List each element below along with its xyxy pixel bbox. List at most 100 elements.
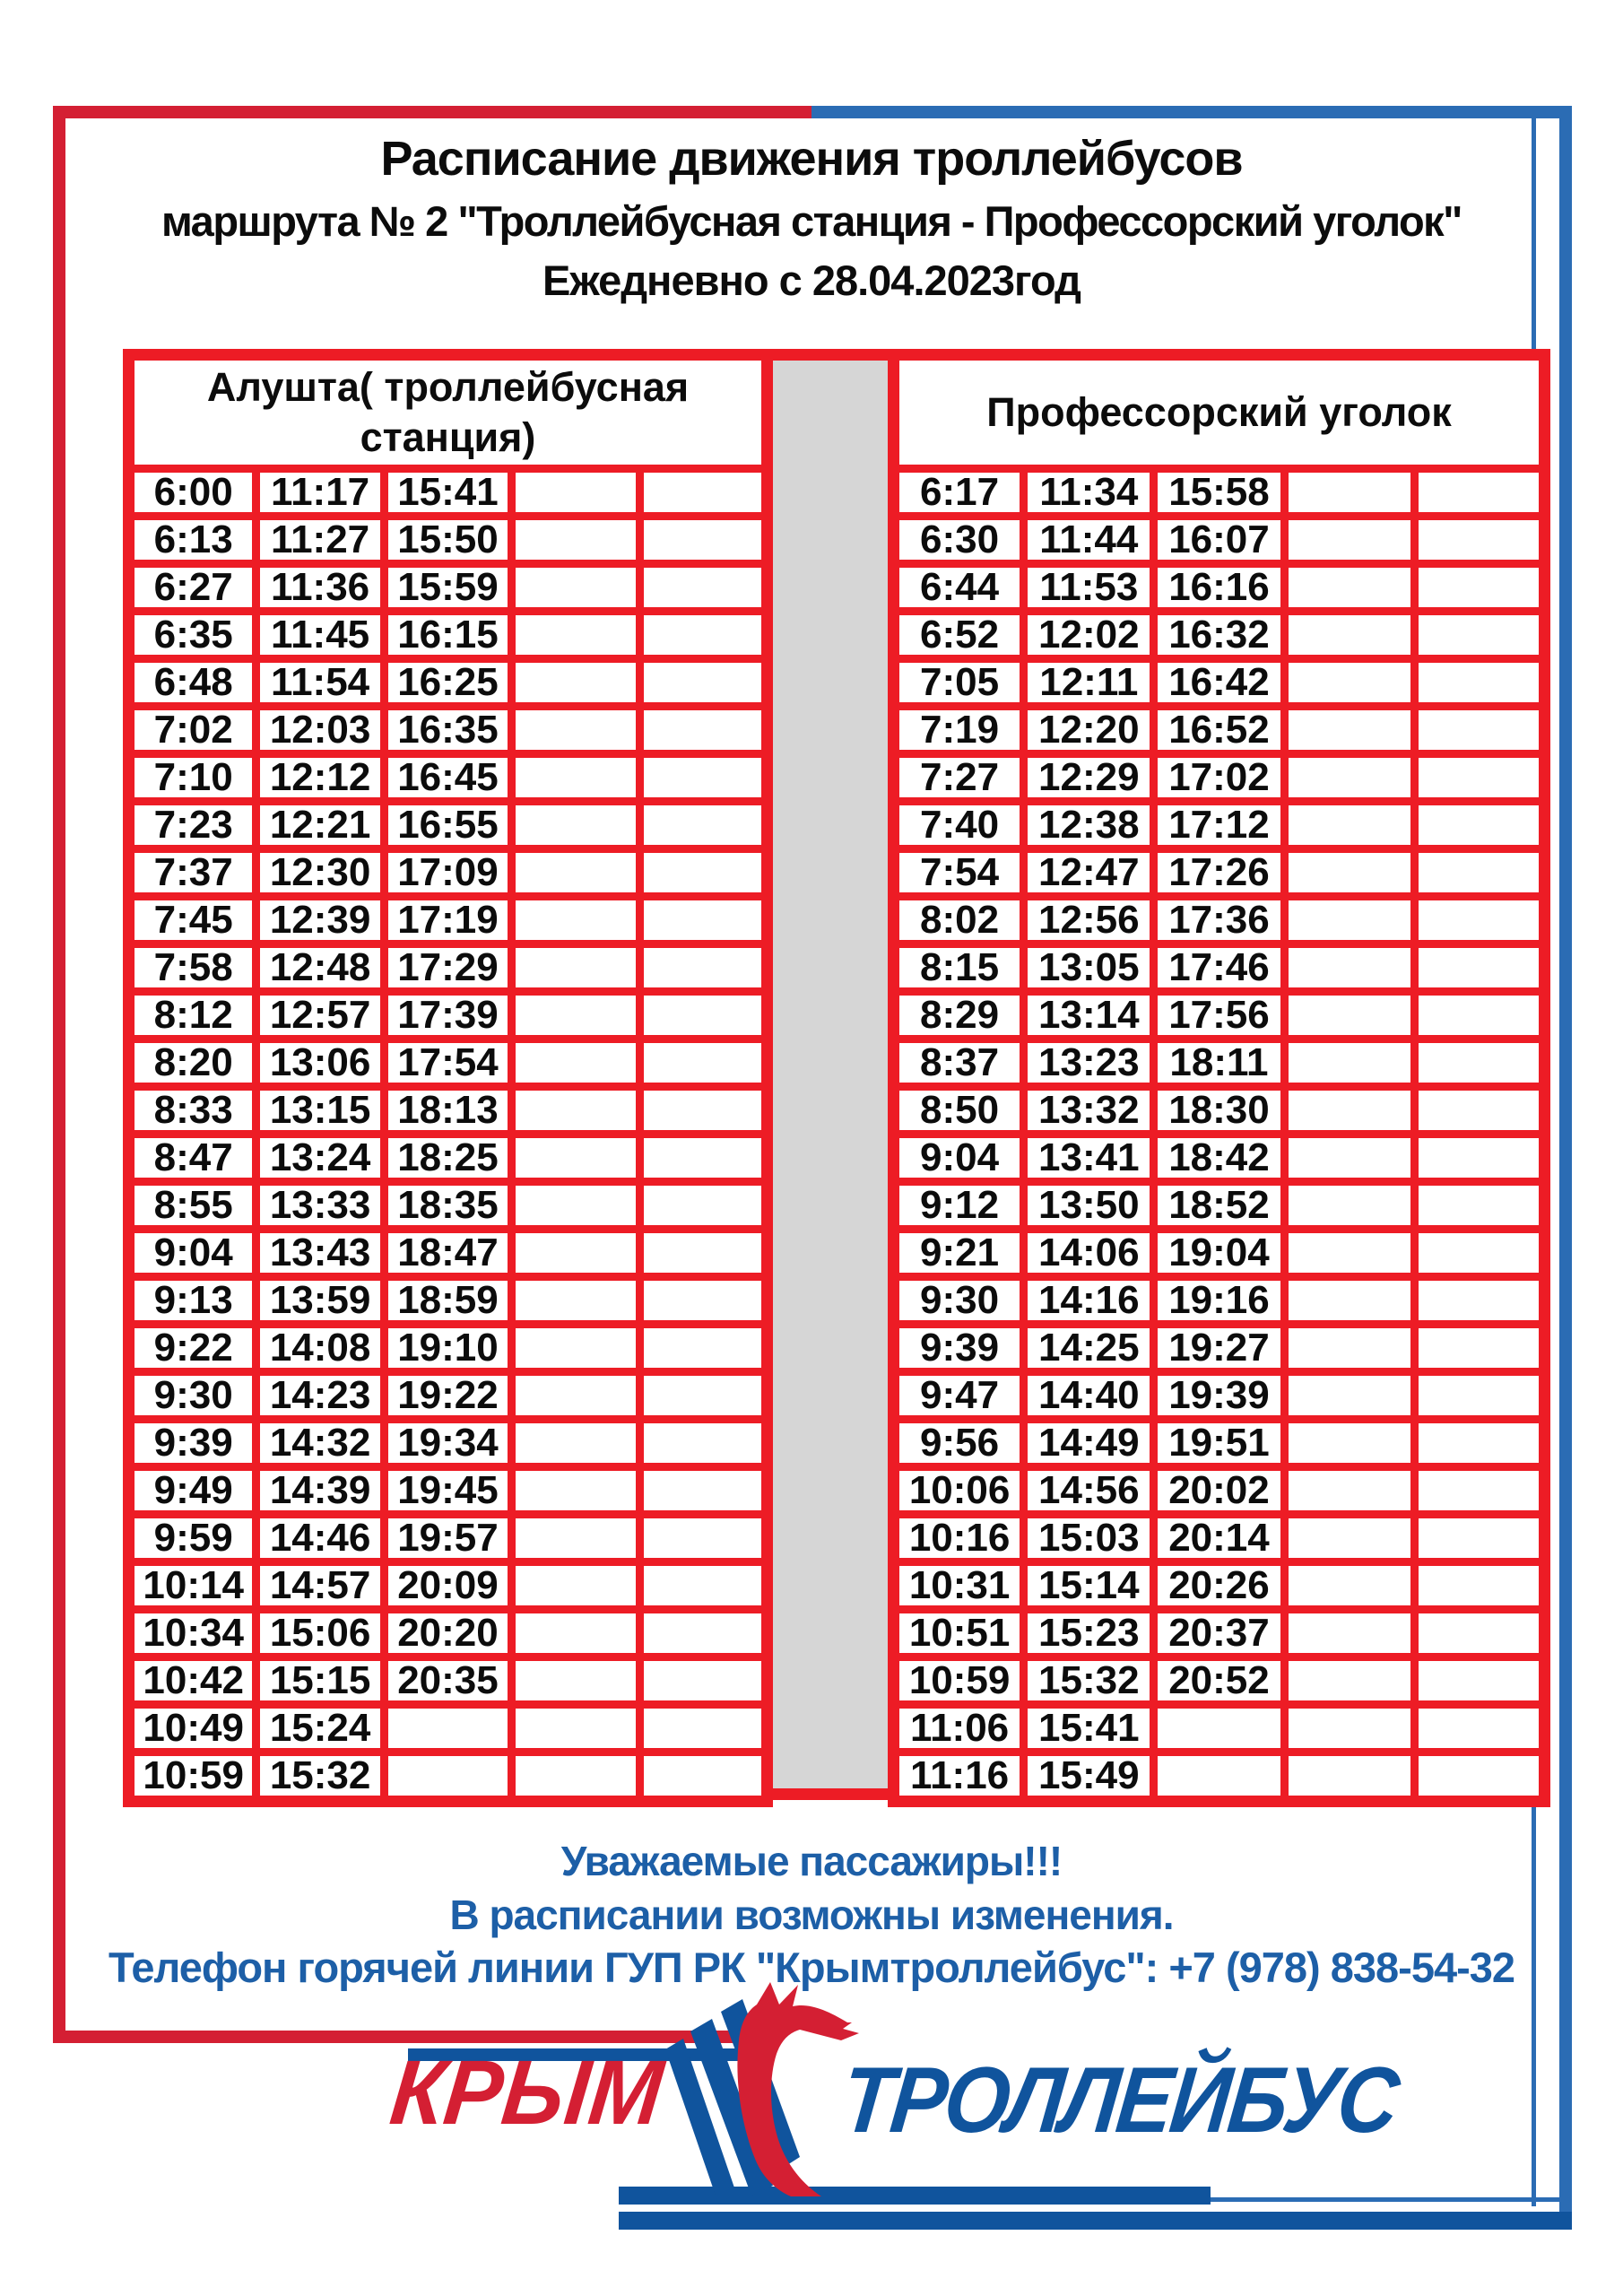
empty-cell (635, 797, 772, 853)
time-cell: 10:42 (124, 1653, 261, 1709)
table-row: 10:34 15:06 20:20 (124, 1605, 772, 1661)
empty-cell (508, 1653, 644, 1709)
logo-bottom-blue-stripe-2 (619, 2212, 1572, 2230)
time-cell: 7:23 (124, 797, 261, 853)
time-cell: 10:14 (124, 1558, 261, 1613)
table-row: 7:19 12:20 16:52 (889, 702, 1549, 758)
time-cell: 13:59 (252, 1273, 388, 1328)
time-cell: 12:48 (252, 940, 388, 996)
empty-cell (1280, 1653, 1419, 1709)
table-row: 11:16 15:49 (889, 1748, 1549, 1805)
table-row: 7:40 12:38 17:12 (889, 797, 1549, 853)
empty-cell (508, 465, 644, 520)
empty-cell (1280, 1463, 1419, 1518)
table-row: 9:59 14:46 19:57 (124, 1510, 772, 1566)
empty-cell (1280, 1700, 1419, 1756)
empty-cell (1410, 1510, 1549, 1566)
empty-cell (1280, 1748, 1419, 1805)
table-row: 10:31 15:14 20:26 (889, 1558, 1549, 1613)
empty-cell (508, 940, 644, 996)
time-cell: 12:38 (1020, 797, 1159, 853)
time-cell: 16:25 (379, 655, 516, 710)
station-header-line: Профессорский уголок (986, 388, 1452, 435)
empty-cell (1280, 845, 1419, 900)
table-row: 9:56 14:49 19:51 (889, 1415, 1549, 1471)
empty-cell (1410, 465, 1549, 520)
time-cell: 14:23 (252, 1368, 388, 1423)
time-cell: 6:17 (889, 465, 1028, 520)
time-cell: 8:37 (889, 1035, 1028, 1091)
time-cell: 12:56 (1020, 892, 1159, 948)
table-row: 8:02 12:56 17:36 (889, 892, 1549, 948)
empty-cell (1280, 1178, 1419, 1233)
empty-cell (635, 655, 772, 710)
time-cell: 17:54 (379, 1035, 516, 1091)
time-cell: 10:16 (889, 1510, 1028, 1566)
time-cell: 9:30 (124, 1368, 261, 1423)
empty-cell (1410, 845, 1549, 900)
time-cell: 8:29 (889, 987, 1028, 1043)
empty-cell (1280, 1035, 1419, 1091)
table-row: 9:04 13:43 18:47 (124, 1225, 772, 1281)
time-cell: 9:22 (124, 1320, 261, 1376)
empty-cell (508, 1415, 644, 1471)
table-row: 7:54 12:47 17:26 (889, 845, 1549, 900)
empty-cell (508, 892, 644, 948)
time-cell: 19:04 (1150, 1225, 1289, 1281)
time-cell: 17:12 (1150, 797, 1289, 853)
empty-cell (635, 1558, 772, 1613)
time-cell: 6:35 (124, 607, 261, 663)
time-cell: 9:39 (124, 1415, 261, 1471)
table-row: 8:20 13:06 17:54 (124, 1035, 772, 1091)
time-cell: 20:20 (379, 1605, 516, 1661)
table-row: 9:30 14:16 19:16 (889, 1273, 1549, 1328)
time-cell: 14:32 (252, 1415, 388, 1471)
time-cell: 12:47 (1020, 845, 1159, 900)
table-row: 10:06 14:56 20:02 (889, 1463, 1549, 1518)
time-cell: 19:27 (1150, 1320, 1289, 1376)
time-cell: 19:22 (379, 1368, 516, 1423)
empty-cell (1280, 987, 1419, 1043)
empty-cell (508, 845, 644, 900)
time-cell: 19:45 (379, 1463, 516, 1518)
empty-cell (508, 1083, 644, 1138)
table-row: 7:05 12:11 16:42 (889, 655, 1549, 710)
time-cell: 6:44 (889, 560, 1028, 615)
time-cell: 9:04 (889, 1130, 1028, 1186)
empty-cell (635, 1605, 772, 1661)
empty-cell (508, 797, 644, 853)
empty-cell (508, 1748, 644, 1805)
table-row: 7:02 12:03 16:35 (124, 702, 772, 758)
time-cell: 13:23 (1020, 1035, 1159, 1091)
time-cell: 7:05 (889, 655, 1028, 710)
time-cell: 9:47 (889, 1368, 1028, 1423)
empty-cell (635, 845, 772, 900)
empty-cell (1410, 1178, 1549, 1233)
time-cell: 10:51 (889, 1605, 1028, 1661)
time-cell: 11:45 (252, 607, 388, 663)
time-cell: 8:20 (124, 1035, 261, 1091)
empty-cell (508, 702, 644, 758)
table-row: 10:16 15:03 20:14 (889, 1510, 1549, 1566)
empty-cell (635, 702, 772, 758)
empty-cell (635, 1463, 772, 1518)
empty-cell (1280, 1130, 1419, 1186)
time-cell: 18:47 (379, 1225, 516, 1281)
time-cell: 12:21 (252, 797, 388, 853)
title-line-3: Ежедневно с 28.04.2023год (542, 257, 1081, 305)
time-cell: 7:37 (124, 845, 261, 900)
time-cell: 8:12 (124, 987, 261, 1043)
table-row: 8:47 13:24 18:25 (124, 1130, 772, 1186)
time-cell: 20:09 (379, 1558, 516, 1613)
time-cell: 9:04 (124, 1225, 261, 1281)
time-cell: 18:42 (1150, 1130, 1289, 1186)
time-cell: 7:19 (889, 702, 1028, 758)
time-cell: 18:30 (1150, 1083, 1289, 1138)
time-cell: 20:02 (1150, 1463, 1289, 1518)
empty-cell (508, 560, 644, 615)
time-cell: 9:39 (889, 1320, 1028, 1376)
time-cell: 15:59 (379, 560, 516, 615)
empty-cell (508, 655, 644, 710)
empty-cell (1410, 1083, 1549, 1138)
table-row: 10:51 15:23 20:37 (889, 1605, 1549, 1661)
